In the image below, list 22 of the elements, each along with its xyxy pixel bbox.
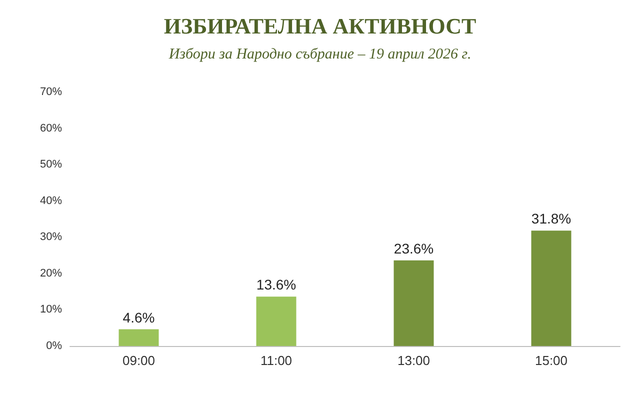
bar [531, 230, 572, 346]
y-tick-label: 20% [40, 267, 62, 280]
y-tick-label: 40% [40, 194, 62, 207]
data-label: 13.6% [256, 276, 296, 293]
y-tick-label: 50% [40, 158, 62, 171]
bar [394, 260, 434, 346]
y-tick-label: 0% [46, 340, 62, 352]
x-tick-label: 13:00 [397, 353, 430, 368]
y-tick-label: 10% [40, 304, 62, 316]
bar [256, 296, 296, 346]
data-label: 31.8% [531, 210, 572, 227]
bar [118, 329, 159, 346]
y-tick-label: 70% [40, 86, 62, 98]
y-tick-label: 60% [40, 122, 62, 134]
chart-subtitle: Избори за Народно събрание – 19 април 2026 г. [168, 46, 472, 62]
x-tick-label: 15:00 [534, 353, 568, 368]
x-tick-label: 11:00 [260, 353, 292, 368]
y-tick-label: 30% [40, 231, 62, 244]
data-label: 4.6% [122, 309, 155, 326]
data-label: 23.6% [394, 240, 434, 256]
x-tick-label: 09:00 [122, 353, 156, 368]
chart-title: ИЗБИРАТЕЛНА АКТИВНОСТ [164, 14, 476, 38]
